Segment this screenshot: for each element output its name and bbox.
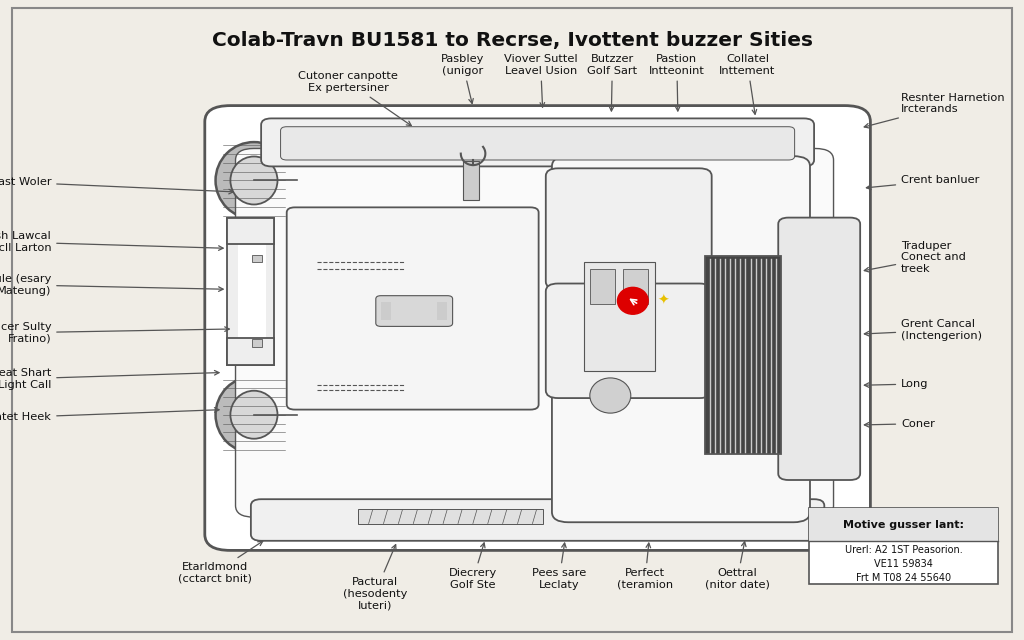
FancyBboxPatch shape	[12, 8, 1012, 632]
Text: Cutoner canpotte
Ex pertersiner: Cutoner canpotte Ex pertersiner	[298, 71, 412, 125]
Text: Perfect
(teramion: Perfect (teramion	[617, 543, 673, 590]
FancyBboxPatch shape	[236, 148, 834, 517]
FancyBboxPatch shape	[251, 499, 824, 541]
Bar	[227, 218, 274, 244]
FancyBboxPatch shape	[281, 127, 795, 160]
Text: Steat Shart
Light Call: Steat Shart Light Call	[0, 368, 219, 390]
Bar	[252, 339, 262, 347]
Text: Long: Long	[864, 379, 929, 389]
FancyBboxPatch shape	[546, 168, 712, 289]
Text: Coner: Coner	[864, 419, 935, 429]
Bar	[705, 256, 781, 454]
Bar	[252, 255, 262, 262]
Text: Pactural
(hesodenty
luteri): Pactural (hesodenty luteri)	[343, 545, 407, 611]
Text: East Woler: East Woler	[0, 177, 233, 194]
Text: Grent Cancal
(Inctengerion): Grent Cancal (Inctengerion)	[864, 319, 982, 341]
Ellipse shape	[617, 287, 648, 314]
Text: Decish Lawcal
Piptcll Larton: Decish Lawcal Piptcll Larton	[0, 231, 223, 253]
Bar	[238, 227, 266, 355]
Bar	[437, 302, 447, 320]
Ellipse shape	[230, 390, 278, 439]
FancyBboxPatch shape	[261, 118, 814, 166]
Text: Pastion
Intteonint: Pastion Intteonint	[649, 54, 705, 111]
FancyBboxPatch shape	[287, 207, 539, 410]
Text: Linicer Sulty
Fratino): Linicer Sulty Fratino)	[0, 322, 229, 344]
Text: Diecrery
Golf Ste: Diecrery Golf Ste	[449, 543, 498, 590]
Ellipse shape	[215, 376, 293, 453]
Ellipse shape	[215, 142, 293, 219]
Text: Pasbley
(unigor: Pasbley (unigor	[441, 54, 484, 104]
Text: Pees sare
Leclaty: Pees sare Leclaty	[532, 543, 586, 590]
Text: Collatel
Inttement: Collatel Inttement	[719, 54, 776, 115]
FancyBboxPatch shape	[546, 284, 712, 398]
FancyBboxPatch shape	[205, 106, 870, 550]
Bar	[590, 269, 615, 304]
Text: Butzzer
Golf Sart: Butzzer Golf Sart	[588, 54, 637, 111]
Bar	[584, 262, 655, 371]
Text: Shule (esary
Mateung): Shule (esary Mateung)	[0, 274, 223, 296]
Text: Oettral
(nitor date): Oettral (nitor date)	[705, 541, 770, 590]
Bar	[358, 509, 543, 524]
Bar	[623, 269, 648, 304]
FancyBboxPatch shape	[552, 156, 810, 522]
FancyBboxPatch shape	[376, 296, 453, 326]
Ellipse shape	[590, 378, 631, 413]
Bar	[809, 508, 998, 584]
Text: Resnter Harnetion
Ircterands: Resnter Harnetion Ircterands	[864, 93, 1005, 128]
Bar	[809, 508, 998, 541]
Text: Etarldmond
(cctarct bnit): Etarldmond (cctarct bnit)	[178, 541, 263, 584]
Text: Viover Suttel
Leavel Usion: Viover Suttel Leavel Usion	[504, 54, 578, 107]
FancyBboxPatch shape	[778, 218, 860, 480]
Text: Motive gusser lant:: Motive gusser lant:	[843, 520, 965, 530]
Text: ✦: ✦	[657, 294, 670, 308]
Text: Colab-Travn BU1581 to Recrse, Ivottent buzzer Sities: Colab-Travn BU1581 to Recrse, Ivottent b…	[212, 31, 812, 50]
Text: Crent banluer: Crent banluer	[866, 175, 980, 189]
Bar	[227, 218, 274, 365]
Text: Urerl: A2 1ST Peasorion.
VE11 59834
Frt M T08 24 55640: Urerl: A2 1ST Peasorion. VE11 59834 Frt …	[845, 545, 963, 584]
Text: Platet Heek: Platet Heek	[0, 408, 219, 422]
Bar	[227, 338, 274, 365]
Bar	[463, 161, 479, 200]
Text: Traduper
Conect and
treek: Traduper Conect and treek	[864, 241, 966, 274]
Bar	[381, 302, 391, 320]
Ellipse shape	[230, 156, 278, 205]
